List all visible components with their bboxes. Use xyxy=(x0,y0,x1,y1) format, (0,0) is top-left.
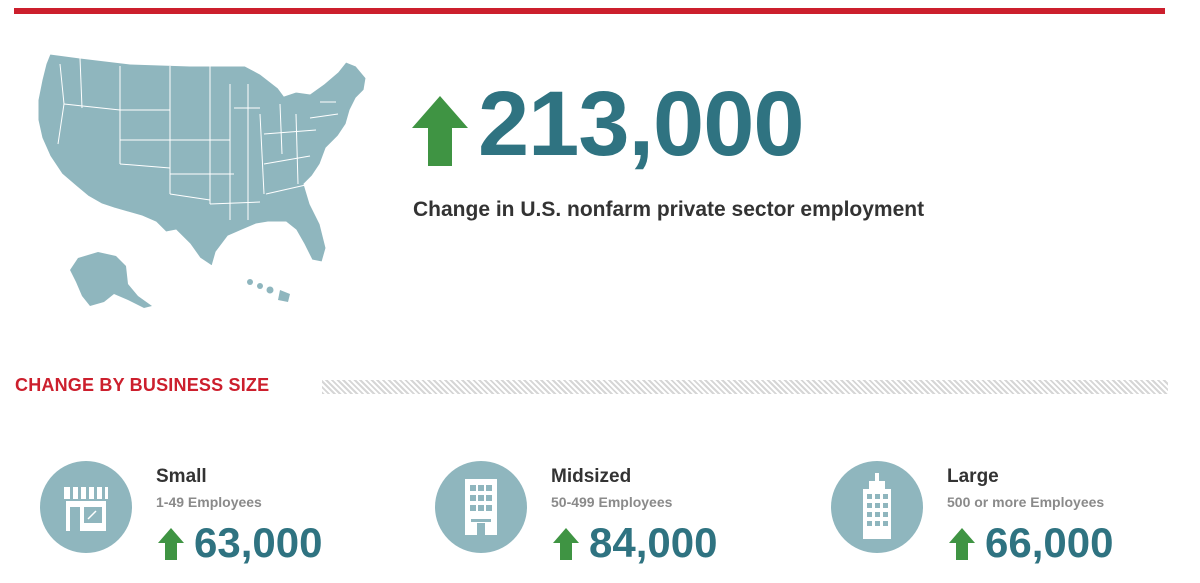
skyscraper-icon xyxy=(831,461,923,553)
section-divider xyxy=(322,380,1168,394)
storefront-icon xyxy=(40,461,132,553)
size-name: Large xyxy=(947,466,999,487)
us-map-icon xyxy=(37,53,367,308)
office-building-icon xyxy=(435,461,527,553)
size-range: 500 or more Employees xyxy=(947,494,1105,510)
size-card-large: Large 500 or more Employees 66,000 xyxy=(831,458,1191,578)
top-accent-rule xyxy=(14,8,1165,14)
size-name: Small xyxy=(156,466,207,487)
up-arrow-icon xyxy=(553,528,579,560)
size-card-midsized: Midsized 50-499 Employees 84,000 xyxy=(435,458,795,578)
size-name: Midsized xyxy=(551,466,632,487)
size-range: 50-499 Employees xyxy=(551,494,673,510)
size-change-value: 84,000 xyxy=(589,519,718,566)
size-range: 1-49 Employees xyxy=(156,494,262,510)
up-arrow-icon xyxy=(158,528,184,560)
size-change-value: 63,000 xyxy=(194,519,323,566)
up-arrow-icon xyxy=(949,528,975,560)
size-change-value: 66,000 xyxy=(985,519,1114,566)
total-change-value: 213,000 xyxy=(478,73,805,175)
total-change-caption: Change in U.S. nonfarm private sector em… xyxy=(413,198,925,221)
size-card-small: Small 1-49 Employees 63,000 xyxy=(40,458,400,578)
up-arrow-icon xyxy=(412,96,468,166)
section-title: CHANGE BY BUSINESS SIZE xyxy=(15,375,270,395)
